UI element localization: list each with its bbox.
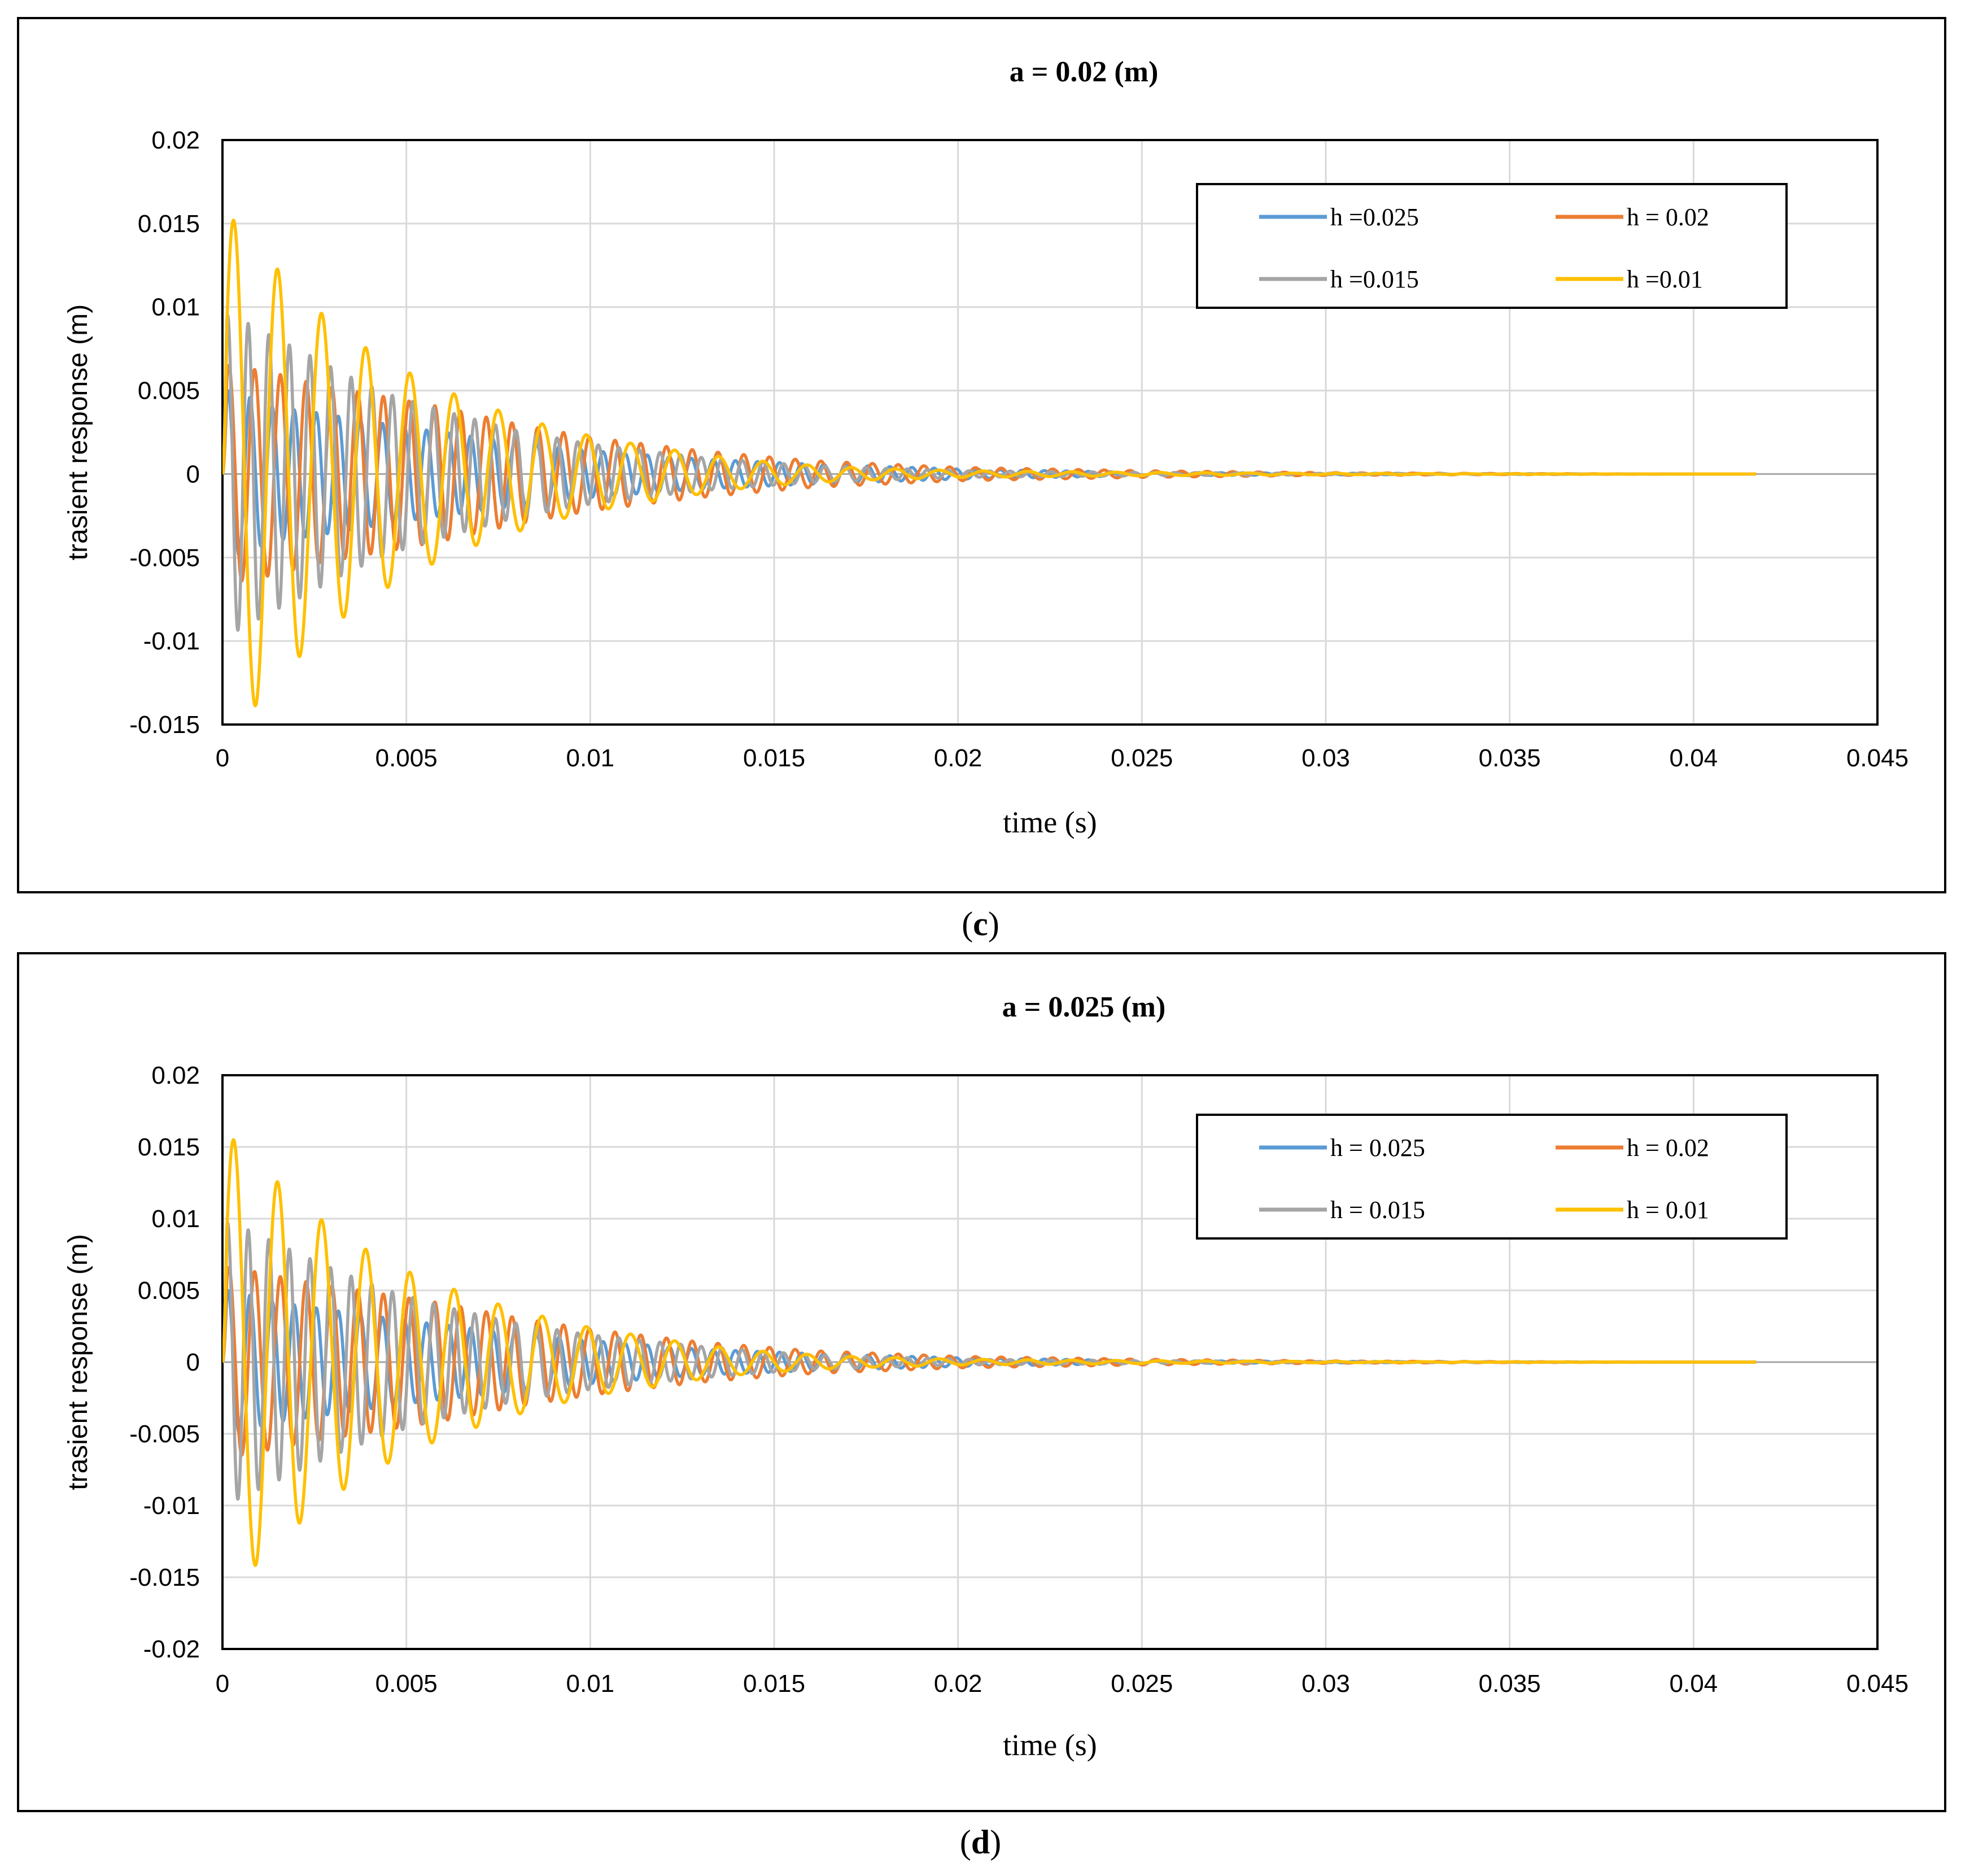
chart-d-ytick-label: 0	[186, 1349, 200, 1376]
chart-d-ytick-label: -0.015	[129, 1564, 200, 1591]
chart-c-xtick-label: 0.015	[743, 744, 805, 772]
chart-d-svg: a = 0.025 (m) 0 0.005 0.01 0.015 0.02 0.025 0.0…	[63, 991, 1908, 1762]
chart-d-xtick-label: 0	[216, 1670, 229, 1698]
caption-d: (d)	[959, 1823, 1002, 1861]
chart-d-xtick-label: 0.01	[566, 1670, 615, 1698]
chart-d-xtick-label: 0.04	[1670, 1670, 1718, 1698]
chart-d-ytick-label: 0.005	[138, 1277, 200, 1305]
chart-d-xtick-label: 0.025	[1111, 1670, 1173, 1698]
chart-d-xtick-label: 0.03	[1301, 1670, 1350, 1698]
caption-d-label: d	[971, 1823, 990, 1861]
chart-c-legend-label-2: h = 0.02	[1627, 203, 1709, 231]
caption-c: (c)	[962, 905, 999, 943]
chart-d-legend	[1196, 1114, 1788, 1240]
chart-d-legend-label-3: h = 0.015	[1330, 1196, 1425, 1224]
chart-d-ytick-label: -0.02	[143, 1635, 200, 1663]
chart-panel-d: a = 0.025 (m) 0 0.005 0.01 0.015 0.02 0.025 0.0…	[17, 952, 1946, 1812]
chart-c-ytick-label: 0.005	[138, 377, 200, 405]
chart-d-ytick-label: 0.01	[151, 1205, 200, 1233]
chart-d-ytick-label: -0.01	[143, 1492, 200, 1520]
chart-panel-c: a = 0.02 (m) 0 0.005 0.01 0.015 0.02 0.025 0.03…	[17, 17, 1946, 893]
chart-c-xtick-label: 0.02	[934, 744, 982, 772]
chart-d-legend-label-2: h = 0.02	[1627, 1134, 1709, 1162]
chart-c-ytick-label: -0.015	[129, 711, 200, 739]
chart-d-ytick-label: 0.015	[138, 1133, 200, 1161]
chart-c-svg: a = 0.02 (m) 0 0.005 0.01 0.015 0.02 0.025 0.03…	[63, 56, 1908, 839]
chart-d-xtick-label: 0.045	[1846, 1670, 1908, 1698]
chart-c-xtick-label: 0.045	[1846, 744, 1908, 772]
chart-c-xtick-label: 0.03	[1301, 744, 1350, 772]
chart-d-xtick-label: 0.035	[1479, 1670, 1541, 1698]
chart-c-ytick-label: 0	[186, 460, 200, 488]
chart-c-ylabel: trasient response (m)	[63, 304, 93, 561]
chart-c-legend-label-4: h =0.01	[1627, 265, 1703, 293]
chart-d-legend-label-4: h = 0.01	[1627, 1196, 1709, 1224]
chart-d-ytick-label: -0.005	[129, 1420, 200, 1448]
chart-c-xtick-label: 0.01	[566, 744, 615, 772]
chart-d-ytick-label: 0.02	[151, 1062, 200, 1089]
chart-d-series-line-4	[222, 1138, 1758, 1567]
chart-d-xtick-label: 0.02	[934, 1670, 982, 1698]
chart-c-xlabel: time (s)	[1003, 805, 1097, 839]
chart-c-legend-label-1: h =0.025	[1330, 203, 1419, 231]
chart-c-xtick-label: 0.04	[1670, 744, 1718, 772]
chart-c-ytick-label: -0.005	[129, 544, 200, 571]
chart-d-ylabel: trasient response (m)	[63, 1234, 93, 1490]
chart-c-legend	[1196, 183, 1788, 309]
chart-d-xtick-label: 0.015	[743, 1670, 805, 1698]
chart-c-ytick-label: 0.01	[151, 294, 200, 321]
chart-c-ytick-label: 0.02	[151, 126, 200, 154]
chart-c-ytick-label: 0.015	[138, 210, 200, 238]
chart-c-ytick-label: -0.01	[143, 627, 200, 655]
chart-c-xtick-label: 0.025	[1111, 744, 1173, 772]
chart-d-xlabel: time (s)	[1003, 1728, 1097, 1762]
chart-c-title: a = 0.02 (m)	[1010, 56, 1159, 88]
chart-c-series-line-4	[222, 219, 1758, 708]
chart-d-title: a = 0.025 (m)	[1002, 991, 1166, 1023]
caption-c-label: c	[973, 905, 988, 943]
chart-d-xtick-label: 0.005	[375, 1670, 438, 1698]
chart-d-legend-label-1: h = 0.025	[1330, 1134, 1425, 1162]
chart-c-xtick-label: 0.005	[375, 744, 438, 772]
chart-c-plot-frame	[221, 139, 1879, 726]
chart-c-legend-label-3: h =0.015	[1330, 265, 1419, 293]
chart-c-xtick-label: 0	[216, 744, 229, 772]
chart-c-xtick-label: 0.035	[1479, 744, 1541, 772]
